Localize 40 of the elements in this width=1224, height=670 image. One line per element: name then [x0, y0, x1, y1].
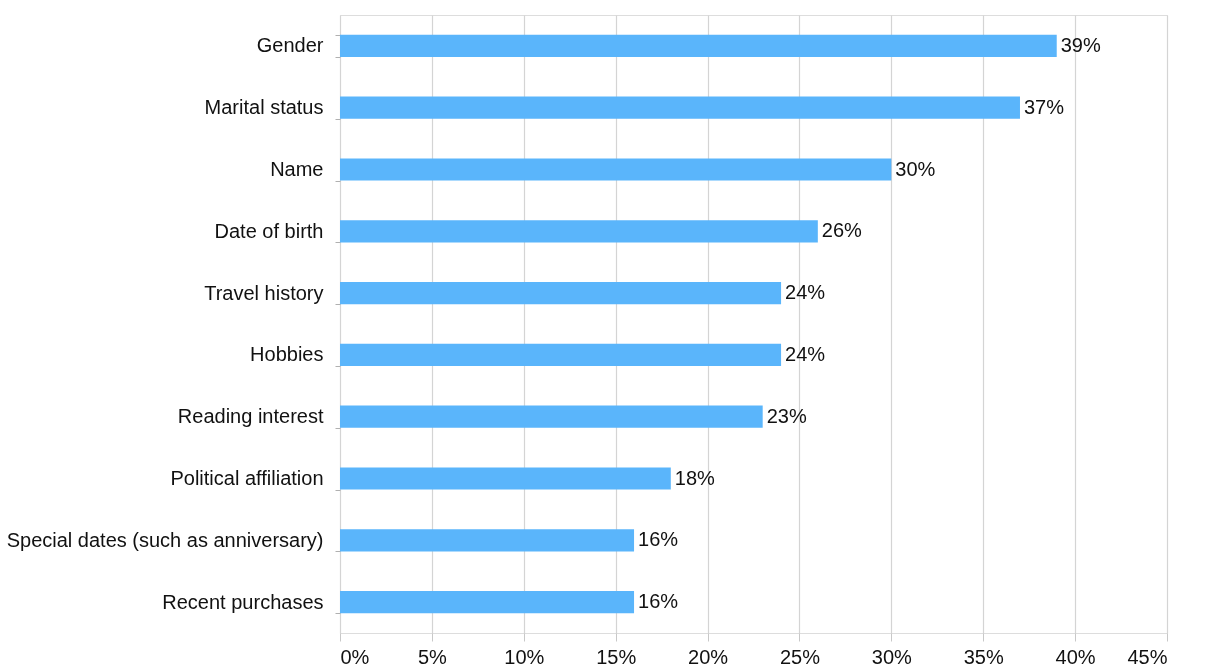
- data-label: 24%: [785, 281, 826, 304]
- y-tick-label: Date of birth: [214, 219, 324, 242]
- x-tick-label: 35%: [963, 645, 1004, 668]
- x-tick-label: 10%: [504, 645, 545, 668]
- y-tick-label: Political affiliation: [170, 467, 324, 489]
- data-label: 16%: [638, 528, 679, 551]
- bar: [340, 96, 1020, 119]
- x-tick-label: 15%: [596, 645, 637, 668]
- bar: [340, 220, 818, 243]
- y-tick-label: Reading interest: [177, 405, 324, 428]
- y-tick-label: Travel history: [204, 281, 324, 304]
- x-tick-label: 30%: [871, 645, 913, 668]
- y-tick-label: Gender: [256, 34, 324, 57]
- bar: [340, 343, 782, 367]
- x-tick-label: 0%: [340, 645, 370, 668]
- y-tick-label: Special dates (such as anniversary): [6, 528, 324, 551]
- data-label: 16%: [638, 590, 679, 613]
- bar: [340, 34, 1057, 58]
- bar: [340, 590, 635, 614]
- x-tick-label: 40%: [1055, 645, 1096, 668]
- data-label: 37%: [1023, 95, 1065, 118]
- x-tick-label: 25%: [779, 645, 821, 668]
- bar: [340, 467, 671, 490]
- y-tick-label: Name: [270, 158, 324, 180]
- data-label: 23%: [766, 404, 807, 427]
- bar: [340, 529, 635, 552]
- data-label: 24%: [785, 342, 826, 365]
- data-label: 18%: [674, 466, 716, 489]
- x-tick-label: 45%: [1127, 645, 1168, 668]
- bar: [340, 405, 763, 428]
- data-label: 26%: [821, 219, 863, 242]
- y-tick-label: Marital status: [204, 96, 324, 119]
- bar: [340, 158, 892, 181]
- y-tick-label: Hobbies: [250, 343, 324, 366]
- data-label: 30%: [895, 157, 936, 180]
- x-tick-label: 5%: [417, 645, 448, 668]
- y-tick-label: Recent purchases: [162, 590, 324, 613]
- data-label: 39%: [1060, 33, 1101, 56]
- bar: [340, 281, 782, 305]
- x-tick-label: 20%: [688, 645, 729, 668]
